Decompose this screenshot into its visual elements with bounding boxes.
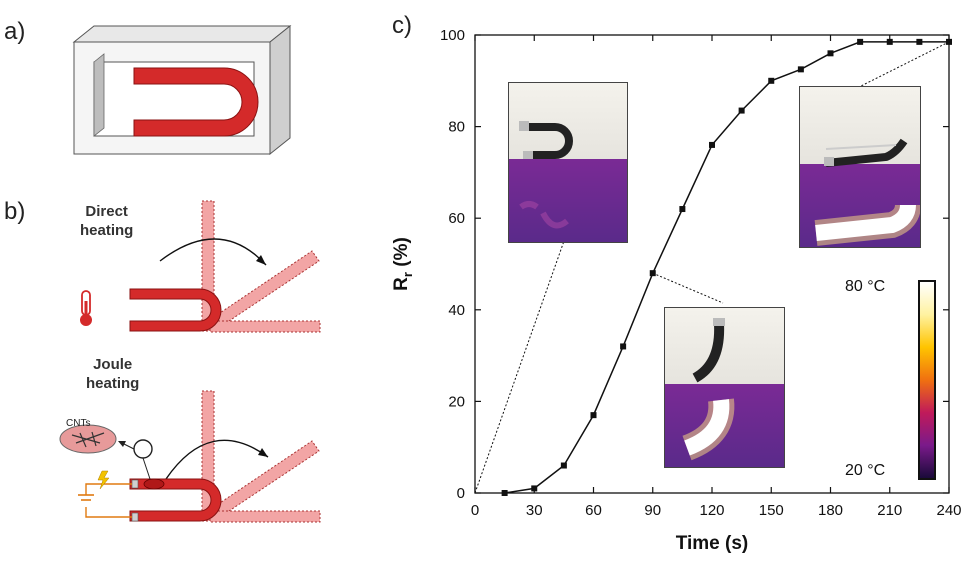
colorbar	[918, 280, 936, 480]
thermal-inset-middle	[664, 307, 785, 468]
guide-line-early	[474, 240, 565, 494]
recovery-chart: 0 30 60 90 120 150 180 210 240 0 20 40 60 80 100 Time (…	[391, 27, 962, 554]
thermometer-icon	[80, 290, 92, 326]
x-tick-label: 210	[877, 502, 902, 519]
data-point	[620, 343, 627, 350]
joule-heating-schematic	[59, 390, 321, 523]
data-point	[768, 77, 775, 84]
data-point	[560, 462, 567, 469]
data-point	[590, 412, 597, 419]
data-point	[797, 66, 804, 73]
data-point	[738, 107, 745, 114]
ghost-diagonal	[207, 250, 320, 332]
direct-line1: Direct	[85, 203, 128, 220]
lightning-icon	[97, 470, 110, 490]
colorbar-min-label: 20 °C	[845, 462, 886, 479]
y-tick-label: 0	[457, 485, 465, 502]
x-tick-label: 120	[699, 502, 724, 519]
y-tick-label: 60	[448, 210, 465, 227]
thermal-inset-late	[799, 86, 921, 248]
frame-schematic	[72, 24, 292, 156]
y-tick-label: 40	[448, 302, 465, 319]
x-tick-label: 240	[936, 502, 961, 519]
series-line	[504, 41, 949, 494]
chart-axes: 0 30 60 90 120 150 180 210 240 0 20 40 60 80 100 Time (…	[391, 27, 962, 554]
panel-a-label: a)	[4, 18, 26, 45]
x-tick-label: 0	[471, 502, 479, 519]
x-tick-label: 60	[585, 502, 602, 519]
data-point	[857, 38, 864, 45]
panel-b-label: b)	[4, 198, 26, 225]
guide-line-middle	[652, 272, 724, 304]
joule-line1: Joule	[93, 356, 133, 373]
panel-c-label: c)	[392, 12, 412, 39]
direct-line2: heating	[80, 222, 134, 239]
cnt-label: CNTs	[66, 418, 91, 429]
guide-line-late	[856, 41, 950, 89]
direct-heating-label: Direct heating	[80, 202, 133, 240]
ghost-horizontal	[209, 320, 321, 333]
data-point	[679, 206, 686, 213]
inset-guide-lines	[474, 41, 950, 494]
magnifier-icon	[133, 439, 153, 459]
data-point	[649, 270, 656, 277]
joule-heating-label: Joule heating	[86, 355, 139, 393]
x-tick-label: 150	[759, 502, 784, 519]
data-point	[531, 485, 538, 492]
x-axis-label: Time (s)	[676, 533, 749, 554]
y-tick-label: 100	[440, 27, 465, 44]
colorbar-max-label: 80 °C	[845, 278, 886, 295]
actuator-u-direct	[129, 288, 222, 332]
thermal-inset-early	[508, 82, 628, 243]
data-point	[886, 38, 893, 45]
data-point	[827, 50, 834, 57]
x-tick-label: 180	[818, 502, 843, 519]
x-tick-label: 90	[644, 502, 661, 519]
data-point	[916, 38, 923, 45]
y-tick-label: 20	[448, 393, 465, 410]
data-point	[946, 38, 952, 45]
x-tick-label: 30	[526, 502, 543, 519]
y-tick-label: 80	[448, 119, 465, 136]
direct-heating-schematic	[80, 200, 321, 333]
data-point	[501, 490, 508, 496]
joule-line2: heating	[86, 375, 140, 392]
chart-series	[501, 38, 952, 496]
y-axis-label: Rr (%)	[391, 237, 415, 291]
actuator-u-joule	[129, 478, 222, 522]
data-point	[709, 141, 715, 148]
